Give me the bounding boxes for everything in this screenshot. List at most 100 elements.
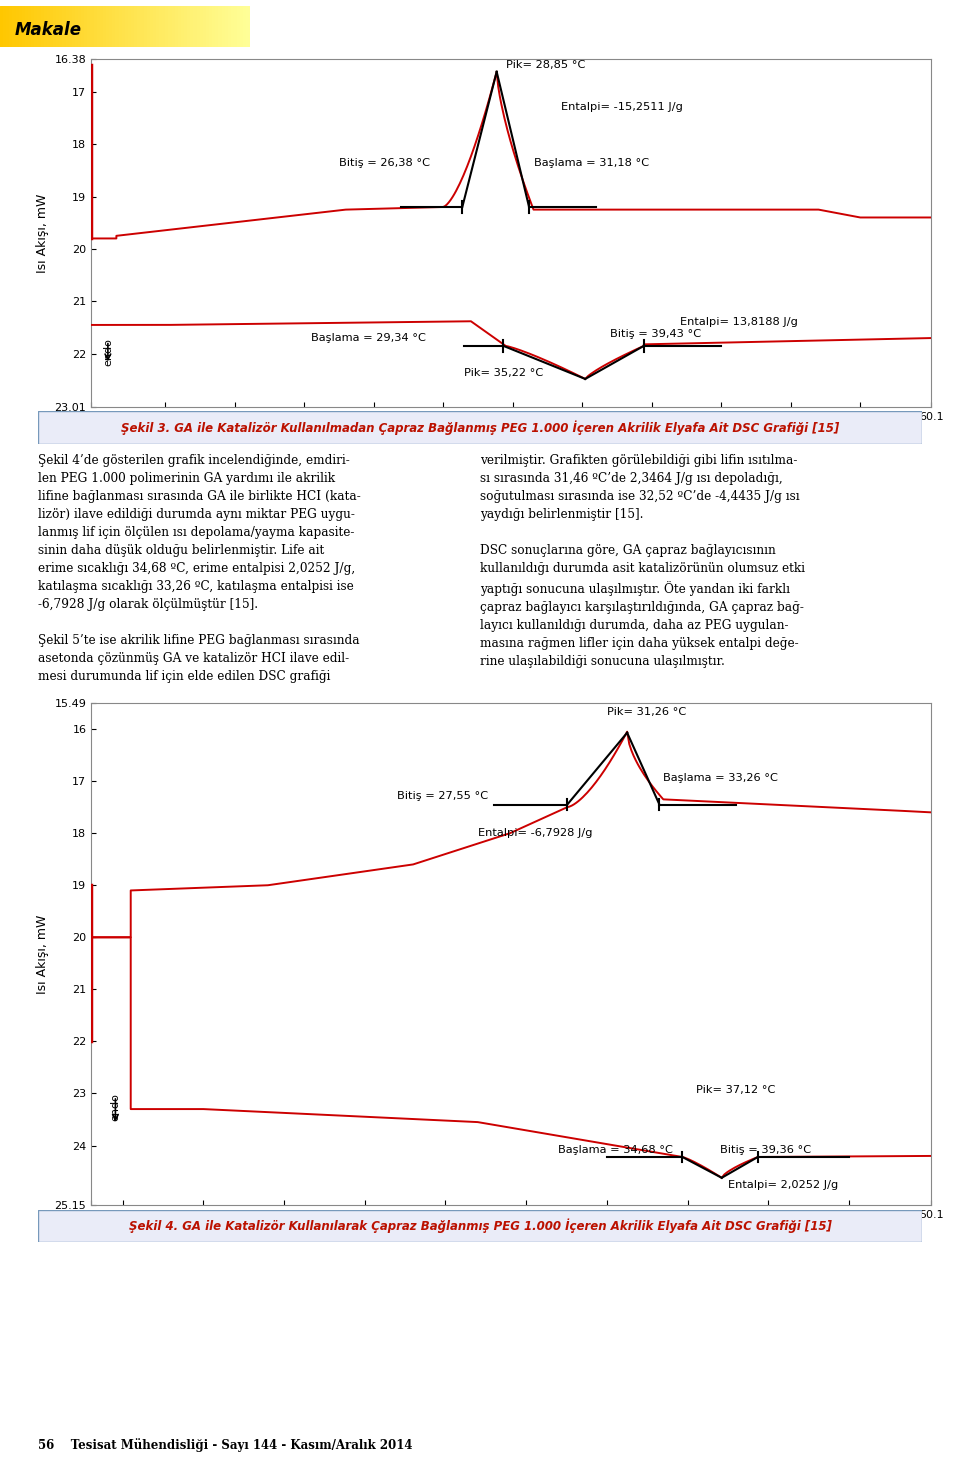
Bar: [178, 6, 180, 47]
Bar: [60, 6, 62, 47]
Y-axis label: Isı Akışı, mW: Isı Akışı, mW: [36, 914, 49, 994]
Text: Entalpi= -6,7928 J/g: Entalpi= -6,7928 J/g: [478, 828, 592, 837]
Bar: [247, 6, 250, 47]
Bar: [228, 6, 231, 47]
Bar: [15, 6, 19, 47]
Bar: [103, 6, 107, 47]
Bar: [156, 6, 159, 47]
Bar: [119, 6, 122, 47]
Bar: [200, 6, 203, 47]
Bar: [19, 6, 22, 47]
Bar: [144, 6, 147, 47]
Bar: [75, 6, 78, 47]
Bar: [0, 6, 3, 47]
Bar: [81, 6, 84, 47]
Bar: [100, 6, 103, 47]
Bar: [62, 6, 65, 47]
Text: Başlama = 33,26 °C: Başlama = 33,26 °C: [663, 774, 779, 782]
Text: verilmiştir. Grafikten görülebildiği gibi lifin ısıtılma-
sı sırasında 31,46 ºC’: verilmiştir. Grafikten görülebildiği gib…: [480, 454, 805, 669]
X-axis label: Sıcaklık (°C): Sıcaklık (°C): [473, 427, 549, 441]
Text: Bitiş = 39,43 °C: Bitiş = 39,43 °C: [610, 328, 701, 339]
Bar: [212, 6, 215, 47]
Text: Entalpi= -15,2511 J/g: Entalpi= -15,2511 J/g: [562, 102, 684, 112]
Text: 56    Tesisat Mühendisliği - Sayı 144 - Kasım/Aralık 2014: 56 Tesisat Mühendisliği - Sayı 144 - Kas…: [38, 1438, 413, 1452]
Bar: [190, 6, 193, 47]
Bar: [237, 6, 240, 47]
X-axis label: Sıcaklık (°C): Sıcaklık (°C): [473, 1226, 549, 1239]
Text: Pik= 37,12 °C: Pik= 37,12 °C: [696, 1086, 775, 1096]
FancyBboxPatch shape: [38, 411, 922, 444]
Bar: [47, 6, 50, 47]
Text: Başlama = 34,68 °C: Başlama = 34,68 °C: [559, 1145, 673, 1155]
Text: endo: endo: [110, 1093, 120, 1121]
Bar: [56, 6, 60, 47]
Text: Entalpi= 2,0252 J/g: Entalpi= 2,0252 J/g: [728, 1180, 838, 1191]
Bar: [40, 6, 44, 47]
Bar: [206, 6, 209, 47]
Text: Bitiş = 39,36 °C: Bitiş = 39,36 °C: [720, 1145, 811, 1155]
Bar: [150, 6, 153, 47]
Bar: [140, 6, 143, 47]
Bar: [28, 6, 31, 47]
Bar: [25, 6, 28, 47]
Bar: [137, 6, 140, 47]
Bar: [222, 6, 225, 47]
Bar: [244, 6, 247, 47]
Bar: [225, 6, 228, 47]
Text: endo: endo: [103, 339, 113, 365]
Bar: [169, 6, 172, 47]
Text: Şekil 4’de gösterilen grafik incelendiğinde, emdiri-
len PEG 1.000 polimerinin G: Şekil 4’de gösterilen grafik incelendiği…: [38, 454, 361, 683]
Text: Şekil 4. GA ile Katalizör Kullanılarak Çapraz Bağlanmış PEG 1.000 İçeren Akrilik: Şekil 4. GA ile Katalizör Kullanılarak Ç…: [129, 1219, 831, 1233]
Bar: [240, 6, 244, 47]
Bar: [159, 6, 162, 47]
Bar: [53, 6, 57, 47]
Bar: [31, 6, 35, 47]
Bar: [203, 6, 205, 47]
Bar: [215, 6, 219, 47]
Bar: [165, 6, 169, 47]
Bar: [112, 6, 115, 47]
Text: Pik= 31,26 °C: Pik= 31,26 °C: [607, 707, 686, 717]
Bar: [122, 6, 125, 47]
Text: Bitiş = 26,38 °C: Bitiş = 26,38 °C: [339, 158, 430, 169]
Bar: [187, 6, 190, 47]
Bar: [50, 6, 53, 47]
Bar: [209, 6, 212, 47]
Bar: [65, 6, 69, 47]
Bar: [175, 6, 178, 47]
Bar: [231, 6, 234, 47]
Bar: [44, 6, 47, 47]
Bar: [115, 6, 119, 47]
Bar: [22, 6, 25, 47]
Text: Entalpi= 13,8188 J/g: Entalpi= 13,8188 J/g: [680, 317, 798, 327]
Bar: [7, 6, 10, 47]
Bar: [37, 6, 40, 47]
Bar: [3, 6, 7, 47]
Y-axis label: Isı Akışı, mW: Isı Akışı, mW: [36, 194, 49, 272]
Text: Pik= 28,85 °C: Pik= 28,85 °C: [506, 59, 585, 70]
Bar: [84, 6, 87, 47]
Bar: [128, 6, 131, 47]
Bar: [153, 6, 156, 47]
Bar: [87, 6, 90, 47]
Bar: [69, 6, 72, 47]
Text: Bitiş = 27,55 °C: Bitiş = 27,55 °C: [397, 791, 488, 802]
Text: Başlama = 29,34 °C: Başlama = 29,34 °C: [311, 333, 426, 343]
Bar: [180, 6, 184, 47]
Text: Makale: Makale: [15, 21, 82, 38]
Bar: [78, 6, 81, 47]
Bar: [134, 6, 137, 47]
Bar: [72, 6, 75, 47]
Bar: [109, 6, 112, 47]
Bar: [94, 6, 97, 47]
Bar: [172, 6, 175, 47]
Bar: [35, 6, 37, 47]
Text: Başlama = 31,18 °C: Başlama = 31,18 °C: [534, 158, 649, 169]
FancyBboxPatch shape: [38, 1210, 922, 1242]
Text: Şekil 3. GA ile Katalizör Kullanılmadan Çapraz Bağlanmış PEG 1.000 İçeren Akrili: Şekil 3. GA ile Katalizör Kullanılmadan …: [121, 420, 839, 435]
Bar: [97, 6, 100, 47]
Bar: [234, 6, 237, 47]
Bar: [90, 6, 94, 47]
Bar: [184, 6, 187, 47]
Bar: [107, 6, 109, 47]
